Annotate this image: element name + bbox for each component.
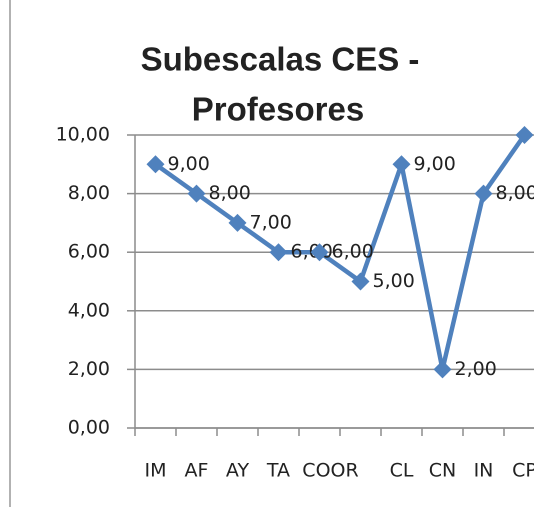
data-point	[146, 155, 165, 174]
series-line	[154, 133, 527, 372]
data-label: 5,00	[373, 270, 415, 292]
data-label: 7,00	[250, 211, 292, 233]
data-label: 9,00	[168, 153, 210, 175]
x-tick-label: TA	[266, 460, 290, 482]
data-point	[474, 184, 493, 203]
data-label: 8,00	[496, 182, 534, 204]
x-tick-label: CP	[512, 460, 534, 482]
data-point	[433, 360, 452, 379]
y-tick-label: 4,00	[68, 299, 110, 321]
data-point	[392, 155, 411, 174]
data-point	[351, 272, 370, 291]
data-point	[269, 243, 288, 262]
y-tick-label: 10,00	[56, 124, 110, 146]
y-tick-label: 6,00	[68, 241, 110, 263]
chart-title: Subescalas CES -	[141, 41, 420, 78]
x-tick-label: AF	[185, 460, 209, 482]
data-point	[515, 126, 534, 144]
y-tick-label: 2,00	[68, 358, 110, 380]
y-tick-label: 0,00	[68, 417, 110, 439]
data-label: 8,00	[209, 182, 251, 204]
x-tick-label: CN	[429, 460, 456, 482]
x-tick-label: IM	[145, 460, 167, 482]
y-tick-label: 8,00	[68, 182, 110, 204]
x-tick-label: AY	[226, 460, 250, 482]
x-tick-label: COOR	[302, 460, 358, 482]
data-label: 9,00	[414, 153, 456, 175]
data-label: 6,00	[332, 241, 374, 263]
x-tick-label: IN	[474, 460, 494, 482]
x-tick-label: CL	[390, 460, 414, 482]
data-point	[310, 243, 329, 262]
data-point	[187, 184, 206, 203]
data-point	[228, 213, 247, 232]
chart-title: Profesores	[192, 91, 364, 128]
data-label: 2,00	[455, 358, 497, 380]
